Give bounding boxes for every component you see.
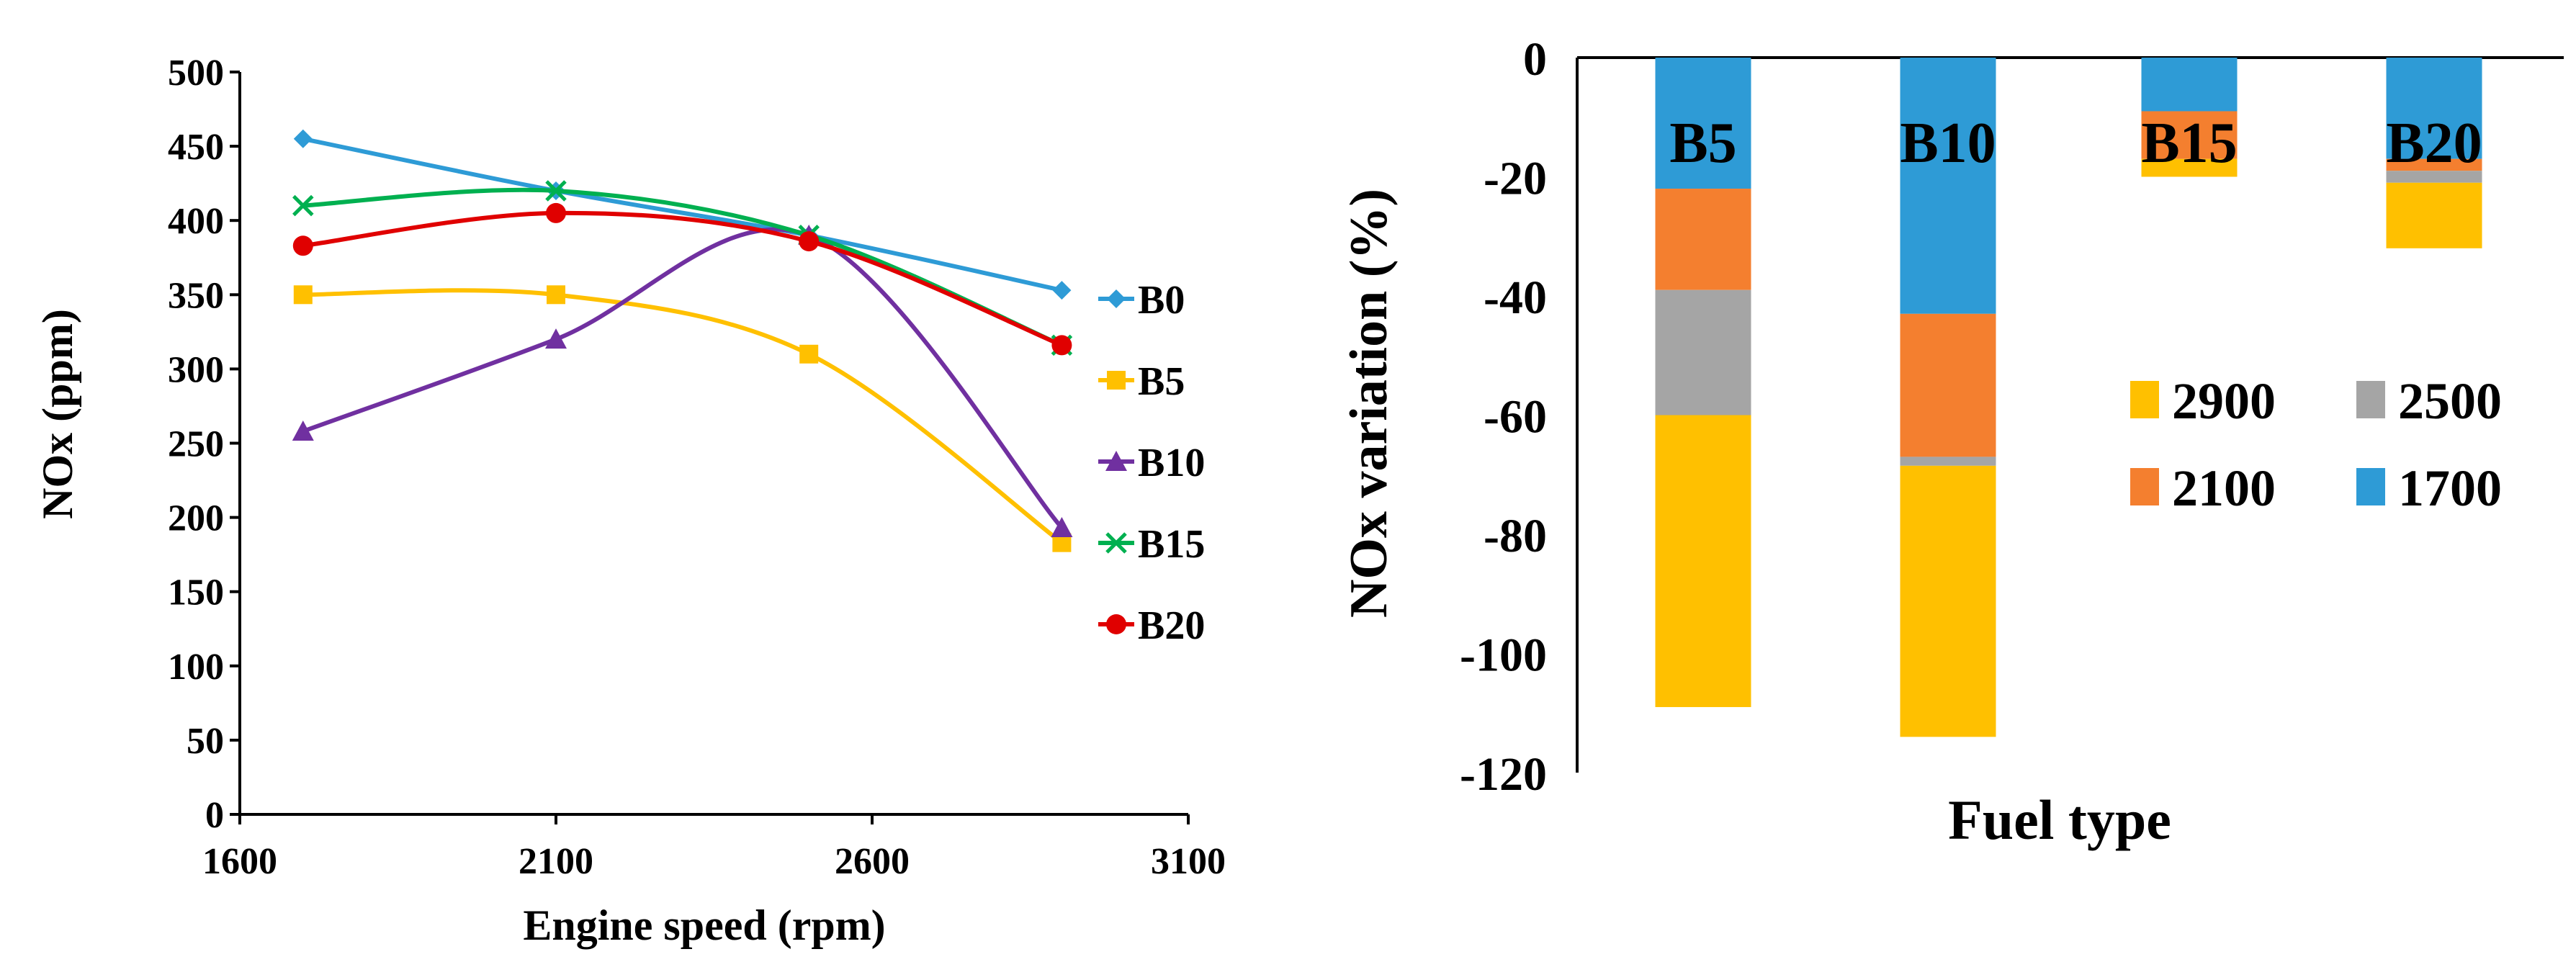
category-label-b20: B20 bbox=[2386, 112, 2482, 175]
bar-chart-y-axis-title: NOx variation (%) bbox=[1339, 189, 1399, 618]
legend-marker-b15-stroke bbox=[1105, 532, 1127, 554]
bar-segment-b20-2900 bbox=[2386, 182, 2482, 248]
legend-swatch-2900 bbox=[2130, 381, 2159, 418]
data-point-b0 bbox=[293, 129, 313, 148]
bar-segment-b20-1700 bbox=[2386, 58, 2482, 159]
line-chart-y-tick-label: 350 bbox=[168, 275, 224, 316]
data-point-b20 bbox=[292, 235, 313, 256]
line-chart-y-tick-label: 100 bbox=[168, 647, 224, 688]
data-point-b15-stroke bbox=[545, 180, 567, 202]
line-chart: NOx (ppm) Engine speed (rpm) 0 50 100 150 20… bbox=[34, 53, 1226, 949]
line-chart-y-tick-label: 150 bbox=[168, 572, 224, 613]
legend-swatch-2500 bbox=[2356, 381, 2385, 418]
series-line-b10 bbox=[302, 227, 1064, 529]
legend-label-2900: 2900 bbox=[2172, 372, 2276, 430]
category-label-b5: B5 bbox=[1669, 112, 1736, 175]
line-chart-y-tick-label: 0 bbox=[205, 795, 224, 836]
line-chart-y-axis-title: NOx (ppm) bbox=[34, 309, 81, 519]
legend-label-2500: 2500 bbox=[2398, 372, 2502, 430]
data-point-b5 bbox=[547, 285, 565, 305]
bar-chart-y-tick-label: -20 bbox=[1484, 153, 1547, 205]
bar-chart-y-tick-label: -120 bbox=[1460, 748, 1547, 801]
category-label-b10: B10 bbox=[1900, 112, 1996, 175]
data-point-b10 bbox=[545, 328, 567, 349]
bar-chart-y-tick-label: -80 bbox=[1484, 510, 1547, 562]
bar-segment-b10-2900 bbox=[1900, 465, 1996, 737]
line-chart-y-tick-label: 50 bbox=[187, 721, 224, 762]
data-point-b10 bbox=[1051, 517, 1073, 538]
data-point-b20 bbox=[799, 231, 820, 252]
bar-chart: NOx variation (%) Fuel type 0 -20 -40 -60 -8… bbox=[1339, 33, 2564, 851]
data-point-b5 bbox=[293, 285, 313, 305]
bar-segment-b5-2900 bbox=[1655, 415, 1751, 707]
bar-segment-b5-2500 bbox=[1655, 289, 1751, 415]
data-point-b15 bbox=[545, 180, 567, 202]
legend-label-b20: B20 bbox=[1138, 603, 1205, 648]
line-chart-x-tick-label: 1600 bbox=[202, 841, 277, 882]
legend-label-1700: 1700 bbox=[2398, 459, 2502, 517]
legend-label-b0: B0 bbox=[1138, 278, 1185, 323]
legend-marker-b20 bbox=[1106, 614, 1126, 634]
legend-marker-b10 bbox=[1105, 451, 1127, 471]
data-point-b20 bbox=[1051, 335, 1072, 356]
legend-swatch-2100 bbox=[2130, 468, 2159, 505]
series-line-b0 bbox=[302, 136, 1063, 293]
series-line-b20 bbox=[302, 210, 1063, 348]
line-chart-x-axis-title: Engine speed (rpm) bbox=[523, 902, 885, 949]
data-point-b10 bbox=[292, 421, 314, 441]
category-label-b15: B15 bbox=[2141, 112, 2237, 175]
bar-segment-b10-1700 bbox=[1900, 58, 1996, 314]
legend-marker-b0 bbox=[1107, 289, 1126, 308]
line-chart-y-tick-label: 300 bbox=[168, 349, 224, 390]
data-point-b5 bbox=[799, 344, 819, 364]
line-chart-y-tick-label: 450 bbox=[168, 127, 224, 168]
bar-segment-b10-2100 bbox=[1900, 313, 1996, 457]
bar-chart-y-tick-label: 0 bbox=[1523, 33, 1547, 86]
line-chart-x-tick-label: 2600 bbox=[835, 841, 910, 882]
bar-segment-b15-2900 bbox=[2141, 158, 2238, 177]
data-point-b15 bbox=[292, 194, 314, 217]
legend-label-b15: B15 bbox=[1138, 522, 1205, 567]
bar-segment-b5-2100 bbox=[1655, 189, 1751, 290]
bar-segment-b20-2100 bbox=[2386, 158, 2482, 171]
bar-segment-b5-1700 bbox=[1655, 58, 1751, 189]
bar-segment-b15-1700 bbox=[2141, 58, 2238, 112]
line-chart-x-tick-label: 3100 bbox=[1151, 841, 1226, 882]
legend-marker-b5 bbox=[1107, 371, 1126, 390]
line-chart-y-tick-label: 200 bbox=[168, 498, 224, 539]
legend-label-b5: B5 bbox=[1138, 359, 1185, 404]
bar-segment-b10-2500 bbox=[1900, 457, 1996, 466]
series-line-b5 bbox=[302, 288, 1064, 545]
bar-chart-y-tick-label: -60 bbox=[1484, 391, 1547, 444]
data-point-b0 bbox=[1052, 281, 1072, 300]
bar-segment-b20-2500 bbox=[2386, 171, 2482, 183]
line-chart-y-tick-label: 250 bbox=[168, 424, 224, 465]
legend-swatch-1700 bbox=[2356, 468, 2385, 505]
data-point-b20 bbox=[546, 202, 566, 223]
bar-chart-x-axis-title: Fuel type bbox=[1948, 788, 2171, 851]
line-chart-y-tick-label: 500 bbox=[168, 53, 224, 94]
legend-label-b10: B10 bbox=[1138, 441, 1205, 485]
line-chart-y-tick-label: 400 bbox=[168, 201, 224, 242]
legend-label-2100: 2100 bbox=[2172, 459, 2276, 517]
data-point-b15-stroke bbox=[292, 194, 314, 217]
bar-segment-b15-2100 bbox=[2141, 111, 2238, 159]
line-chart-x-tick-label: 2100 bbox=[519, 841, 593, 882]
legend-marker-b15 bbox=[1105, 532, 1127, 554]
bar-chart-y-tick-label: -100 bbox=[1460, 629, 1547, 682]
bar-chart-y-tick-label: -40 bbox=[1484, 271, 1547, 324]
